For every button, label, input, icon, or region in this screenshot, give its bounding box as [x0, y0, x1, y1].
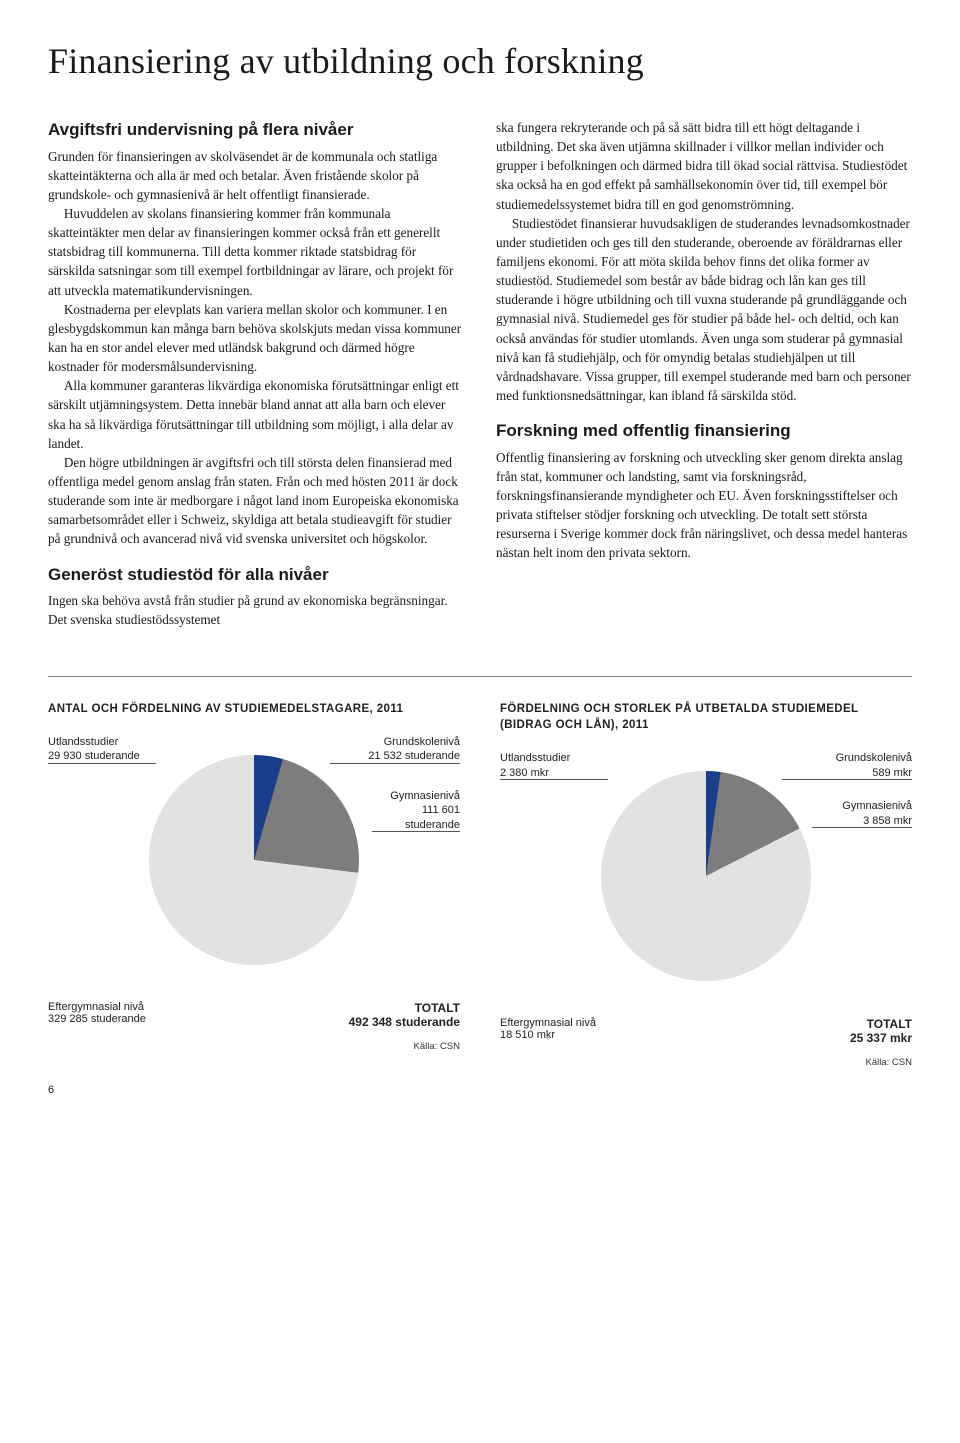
- pie-chart: [149, 755, 359, 965]
- body-text: Huvuddelen av skolans finansiering komme…: [48, 204, 464, 300]
- body-text: Studiestödet finansierar huvudsakligen d…: [496, 214, 912, 405]
- figure-title: ANTAL OCH FÖRDELNING AV STUDIEMEDELSTAGA…: [48, 701, 460, 717]
- label-gymnasie: Gymnasienivå 3 858 mkr: [842, 799, 912, 829]
- left-column: Avgiftsfri undervisning på flera nivåer …: [48, 118, 464, 630]
- figure-title: FÖRDELNING OCH STORLEK PÅ UTBETALDA STUD…: [500, 701, 912, 733]
- label-value: 29 930 studerande: [48, 750, 140, 762]
- body-text: Den högre utbildningen är avgiftsfri och…: [48, 453, 464, 549]
- total-block: TOTALT 25 337 mkr: [850, 1017, 912, 1045]
- pie-chart: [601, 771, 811, 981]
- body-text: Offentlig finansiering av forskning och …: [496, 448, 912, 563]
- label-grundskole: Grundskolenivå 589 mkr: [836, 751, 912, 781]
- figure-studiemedelstagare: ANTAL OCH FÖRDELNING AV STUDIEMEDELSTAGA…: [48, 701, 460, 1068]
- label-text: Utlandsstudier: [500, 752, 570, 764]
- label-text: Grundskolenivå: [836, 752, 912, 764]
- total-label: TOTALT: [415, 1001, 460, 1015]
- figure-source: Källa: CSN: [48, 1041, 460, 1052]
- total-block: TOTALT 492 348 studerande: [349, 1001, 460, 1029]
- page-title: Finansiering av utbildning och forskning: [48, 40, 912, 82]
- label-value-line1: 111 601: [422, 804, 460, 816]
- heading-avgiftsfri: Avgiftsfri undervisning på flera nivåer: [48, 118, 464, 143]
- label-value-line2: studerande: [405, 819, 460, 831]
- pie-wrap: Utlandsstudier 29 930 studerande Grundsk…: [48, 735, 460, 995]
- pie-wrap: Utlandsstudier 2 380 mkr Grundskolenivå …: [500, 751, 912, 1011]
- body-columns: Avgiftsfri undervisning på flera nivåer …: [48, 118, 912, 630]
- label-value: 21 532 studerande: [368, 750, 460, 762]
- label-value: 3 858 mkr: [863, 815, 912, 827]
- label-text: Grundskolenivå: [384, 736, 460, 748]
- figure-totals: Eftergymnasial nivå 329 285 studerande T…: [48, 1001, 460, 1029]
- heading-studiestod: Generöst studiestöd för alla nivåer: [48, 563, 464, 588]
- label-eftergymnasial: Eftergymnasial nivå 18 510 mkr: [500, 1017, 596, 1045]
- figure-studiemedel-mkr: FÖRDELNING OCH STORLEK PÅ UTBETALDA STUD…: [500, 701, 912, 1068]
- label-grundskole: Grundskolenivå 21 532 studerande: [368, 735, 460, 765]
- label-value: 329 285 studerande: [48, 1013, 146, 1025]
- label-value: 2 380 mkr: [500, 767, 549, 779]
- label-text: Gymnasienivå: [842, 800, 912, 812]
- label-text: Eftergymnasial nivå: [48, 1001, 144, 1013]
- label-text: Utlandsstudier: [48, 736, 118, 748]
- figure-totals: Eftergymnasial nivå 18 510 mkr TOTALT 25…: [500, 1017, 912, 1045]
- figure-source: Källa: CSN: [500, 1057, 912, 1068]
- right-column: ska fungera rekryterande och på så sätt …: [496, 118, 912, 630]
- total-label: TOTALT: [867, 1017, 912, 1031]
- figures-row: ANTAL OCH FÖRDELNING AV STUDIEMEDELSTAGA…: [48, 701, 912, 1068]
- body-text: Alla kommuner garanteras likvärdiga ekon…: [48, 376, 464, 453]
- label-value: 18 510 mkr: [500, 1029, 555, 1041]
- label-text: Eftergymnasial nivå: [500, 1017, 596, 1029]
- total-value: 492 348 studerande: [349, 1015, 460, 1029]
- label-utlands: Utlandsstudier 29 930 studerande: [48, 735, 140, 765]
- body-text: ska fungera rekryterande och på så sätt …: [496, 118, 912, 214]
- page-number: 6: [48, 1084, 912, 1096]
- label-eftergymnasial: Eftergymnasial nivå 329 285 studerande: [48, 1001, 146, 1029]
- section-divider: [48, 676, 912, 677]
- body-text: Grunden för finansieringen av skolväsend…: [48, 147, 464, 204]
- body-text: Kostnaderna per elevplats kan variera me…: [48, 300, 464, 377]
- heading-forskning: Forskning med offentlig finansiering: [496, 419, 912, 444]
- label-gymnasie: Gymnasienivå 111 601 studerande: [390, 789, 460, 834]
- body-text: Ingen ska behöva avstå från studier på g…: [48, 591, 464, 629]
- total-value: 25 337 mkr: [850, 1031, 912, 1045]
- label-utlands: Utlandsstudier 2 380 mkr: [500, 751, 570, 781]
- label-value: 589 mkr: [872, 767, 912, 779]
- label-text: Gymnasienivå: [390, 790, 460, 802]
